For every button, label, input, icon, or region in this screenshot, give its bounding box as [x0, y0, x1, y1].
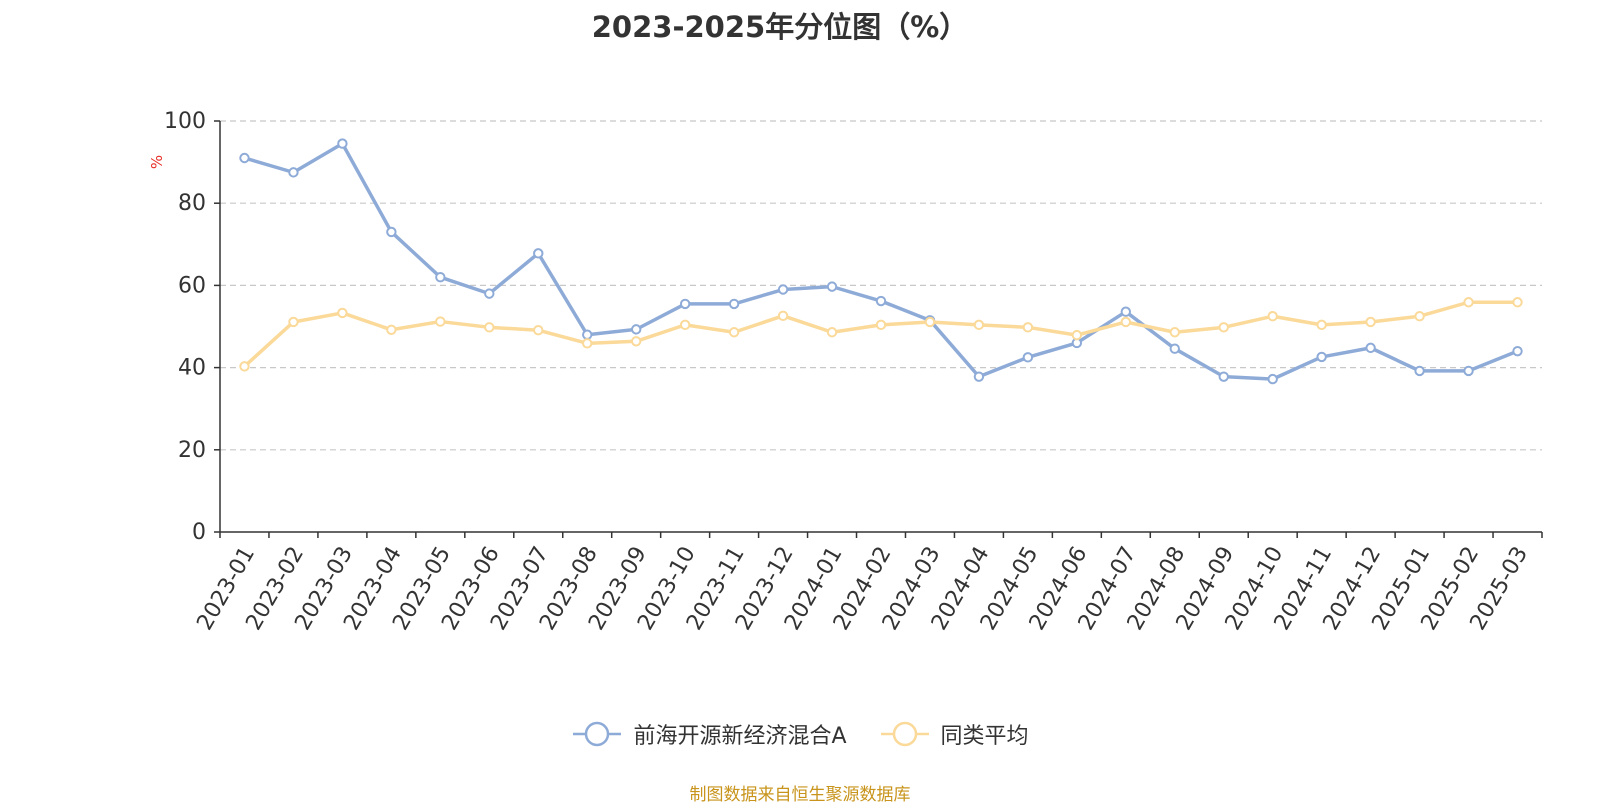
series-1-point — [337, 138, 348, 149]
series-1-point — [777, 284, 789, 295]
series-2-point — [1463, 297, 1474, 308]
series-2-point — [1512, 297, 1523, 308]
series-2-point — [288, 316, 299, 328]
series-2-point — [386, 324, 397, 335]
series-2-point — [875, 319, 887, 331]
series-2-point — [679, 319, 691, 331]
series-2-point — [484, 322, 495, 333]
series-1-point — [1169, 343, 1180, 354]
series-line-1 — [243, 141, 1519, 381]
legend-marker-icon — [573, 721, 622, 747]
series-1-point — [1218, 371, 1229, 382]
series-2-point — [1365, 316, 1376, 328]
series-2-point — [337, 307, 348, 319]
source-note: 制图数据来自恒生聚源数据库 — [689, 785, 911, 805]
series-1-point — [875, 295, 887, 307]
series-1-point — [826, 281, 838, 292]
series-1-point — [435, 271, 446, 283]
y-tick-label: 20 — [178, 438, 206, 463]
legend-marker-icon — [880, 721, 929, 747]
grid-lines — [220, 120, 1542, 451]
series-1-point — [679, 298, 691, 310]
series-1-point — [239, 152, 250, 164]
series-2-point — [924, 316, 936, 328]
series-2-point — [1267, 311, 1278, 322]
series-2-point — [1316, 319, 1327, 331]
legend-label: 前海开源新经济混合A — [633, 724, 847, 749]
y-tick-label: 40 — [178, 356, 206, 381]
series-2-point — [582, 338, 593, 349]
series-2-point — [1071, 329, 1083, 341]
series-1-point — [288, 167, 299, 178]
series-2-point — [728, 327, 740, 338]
series-2-point — [533, 324, 544, 336]
series-1-point — [386, 226, 397, 238]
series-2-point — [826, 327, 838, 338]
series-2-point — [435, 316, 446, 327]
series-2-point — [630, 336, 642, 347]
series-1-point — [484, 288, 495, 299]
series-1-point — [1022, 352, 1034, 363]
series-1-point — [1414, 365, 1425, 377]
series-2-point — [1120, 316, 1132, 328]
series-1-point — [1512, 345, 1523, 357]
legend: 前海开源新经济混合A 同类平均 — [0, 718, 1600, 750]
series-1-point — [533, 248, 544, 259]
chart-title: 2023-2025年分位图（%） — [591, 10, 969, 44]
legend-item-1[interactable]: 前海开源新经济混合A — [571, 718, 847, 750]
series-2-point — [1414, 311, 1425, 322]
series-2-point — [777, 310, 789, 322]
series-1-point — [1267, 373, 1278, 385]
series-1-point — [630, 324, 642, 335]
axes: 0204060801002023-012023-022023-032023-04… — [164, 109, 1543, 635]
series-1-point — [728, 298, 740, 310]
legend-item-2[interactable]: 同类平均 — [879, 718, 1029, 750]
y-tick-label: 100 — [164, 109, 206, 134]
series-1-point — [1120, 306, 1132, 317]
series-2-point — [1169, 327, 1180, 338]
series-1-point — [973, 371, 985, 382]
y-tick-label: 60 — [178, 273, 206, 298]
y-axis-unit-label: % — [148, 155, 166, 169]
series-1-point — [1365, 342, 1376, 354]
series-2-point — [239, 361, 250, 372]
series-2-point — [1218, 322, 1229, 333]
series-1-point — [1463, 365, 1474, 377]
series-layer — [239, 138, 1523, 385]
y-tick-label: 0 — [192, 520, 206, 545]
series-1-point — [582, 329, 593, 340]
series-2-point — [1022, 322, 1034, 333]
series-2-point — [973, 319, 985, 331]
legend-label: 同类平均 — [940, 724, 1029, 749]
series-1-point — [1316, 351, 1327, 363]
y-tick-label: 80 — [178, 191, 206, 216]
